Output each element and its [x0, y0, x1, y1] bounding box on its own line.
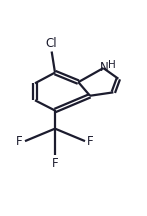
Text: F: F [52, 157, 58, 170]
Text: H: H [108, 60, 115, 70]
Text: N: N [100, 61, 108, 74]
Text: Cl: Cl [46, 37, 57, 50]
Text: F: F [87, 135, 94, 148]
Text: F: F [16, 135, 23, 148]
